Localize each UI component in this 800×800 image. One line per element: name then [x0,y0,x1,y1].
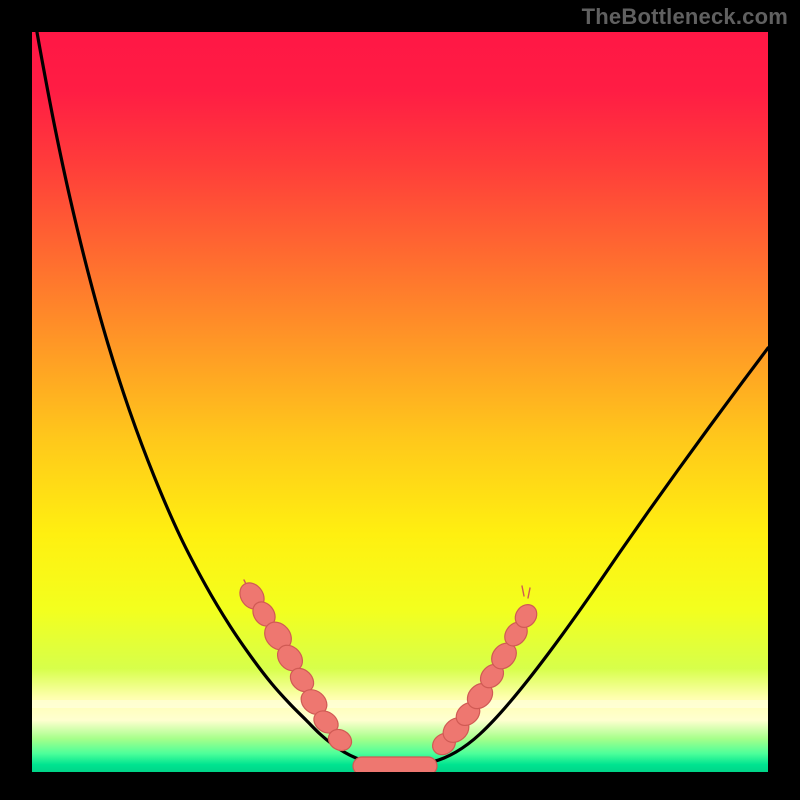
watermark-text: TheBottleneck.com [582,4,788,30]
chart-container: { "watermark": { "text": "TheBottleneck.… [0,0,800,800]
gradient-background [32,32,768,772]
marker-bottom-bar [353,757,437,775]
chart-svg [0,0,800,800]
highlight-band [32,700,768,708]
